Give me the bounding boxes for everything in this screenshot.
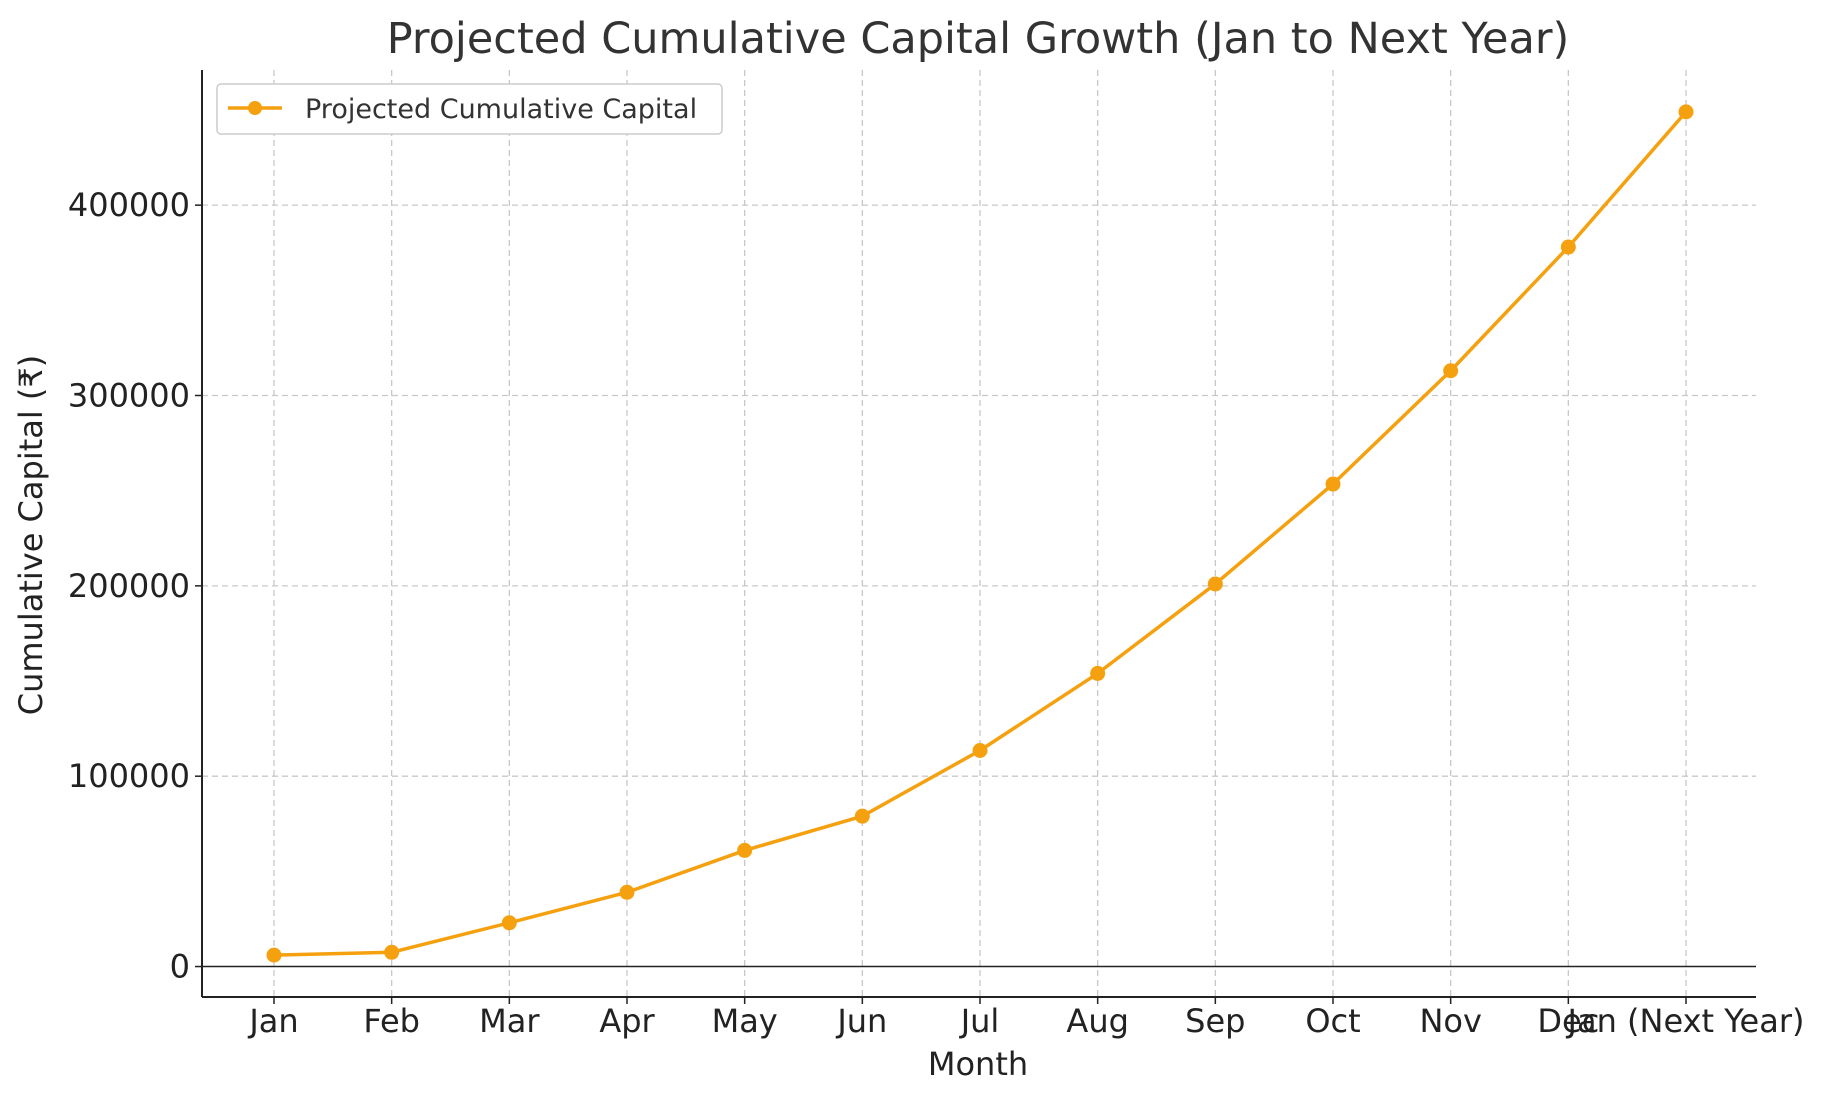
x-tick-label: Dec xyxy=(1537,1002,1599,1040)
x-axis-label: Month xyxy=(928,1045,1028,1083)
grid xyxy=(202,70,1756,997)
y-tick-label: 100000 xyxy=(68,757,190,795)
x-tick-label: Feb xyxy=(363,1002,420,1040)
data-point xyxy=(1325,476,1341,492)
y-tick-label: 0 xyxy=(170,948,190,986)
y-tick-label: 300000 xyxy=(68,376,190,414)
x-tick-label: May xyxy=(712,1002,778,1040)
x-tick-label: Aug xyxy=(1066,1002,1128,1040)
legend-marker-swatch xyxy=(248,101,262,115)
x-tick-label: Nov xyxy=(1419,1002,1481,1040)
data-point xyxy=(266,947,282,963)
data-point xyxy=(619,884,635,900)
data-point xyxy=(1443,363,1459,379)
y-tick-label: 200000 xyxy=(68,567,190,605)
x-tick-labels: Jan Feb Mar Apr May Jun Jul Aug Sep Oct Nov DecJan … xyxy=(247,997,1804,1040)
y-tick-label: 400000 xyxy=(68,186,190,224)
legend-label: Projected Cumulative Capital xyxy=(305,94,697,125)
data-point xyxy=(1678,104,1694,120)
x-tick-label: Sep xyxy=(1185,1002,1245,1040)
data-point xyxy=(501,915,517,931)
data-point xyxy=(1090,665,1106,681)
x-tick-label: Mar xyxy=(479,1002,540,1040)
legend-frame xyxy=(216,83,723,135)
x-tick-label: Jun xyxy=(835,1002,887,1040)
series-layer xyxy=(266,104,1694,963)
data-point xyxy=(737,842,753,858)
y-axis-label: Cumulative Capital (₹) xyxy=(12,355,50,716)
data-point xyxy=(384,944,400,960)
x-tick-label: Jan xyxy=(247,1002,298,1040)
data-point xyxy=(1207,576,1223,592)
data-point xyxy=(972,742,988,758)
x-tick-label: Oct xyxy=(1305,1002,1360,1040)
x-tick-label: Jul xyxy=(959,1002,1000,1040)
data-point xyxy=(854,808,870,824)
y-tick-labels: 0 100000 200000 300000 400000 xyxy=(68,186,202,986)
legend: Projected Cumulative Capital xyxy=(216,83,723,135)
x-tick-label: Jan (Next Year) xyxy=(1566,1002,1805,1040)
data-point xyxy=(1560,239,1576,255)
x-tick-label: Apr xyxy=(599,1002,655,1040)
chart-title: Projected Cumulative Capital Growth (Jan… xyxy=(387,14,1570,64)
